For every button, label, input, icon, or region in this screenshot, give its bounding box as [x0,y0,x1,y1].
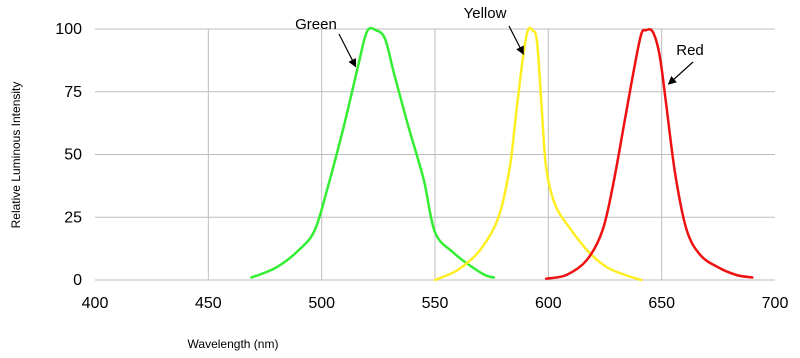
annotation-label-green: Green [295,16,337,33]
y-tick-label: 0 [73,272,82,289]
x-tick-label: 400 [82,295,109,312]
grid [95,28,775,281]
axis-ticks: 0 25 50 75 100 400 450 500 550 600 650 700 [55,21,788,312]
x-tick-label: 700 [762,295,789,312]
y-tick-label: 25 [64,209,82,226]
annotation-arrow-yellow [508,25,524,55]
x-tick-label: 450 [195,295,222,312]
annotation-label-yellow: Yellow [464,5,507,22]
annotation-arrow-green [338,33,357,68]
y-tick-label: 100 [55,21,82,38]
y-tick-label: 50 [64,147,82,164]
x-tick-label: 500 [308,295,335,312]
plot-area [250,26,754,282]
series-line-red [544,27,754,280]
x-axis-label: Wavelength (nm) [188,337,279,351]
y-axis-label: Relative Luminous Intensity [9,82,23,229]
annotations: Green Yellow Red [295,5,704,85]
series-line-green [250,26,496,279]
x-tick-label: 550 [422,295,449,312]
x-tick-label: 600 [535,295,562,312]
y-tick-label: 75 [64,84,82,101]
annotation-arrow-red [667,61,694,85]
x-tick-label: 650 [648,295,675,312]
annotation-label-red: Red [676,42,704,59]
